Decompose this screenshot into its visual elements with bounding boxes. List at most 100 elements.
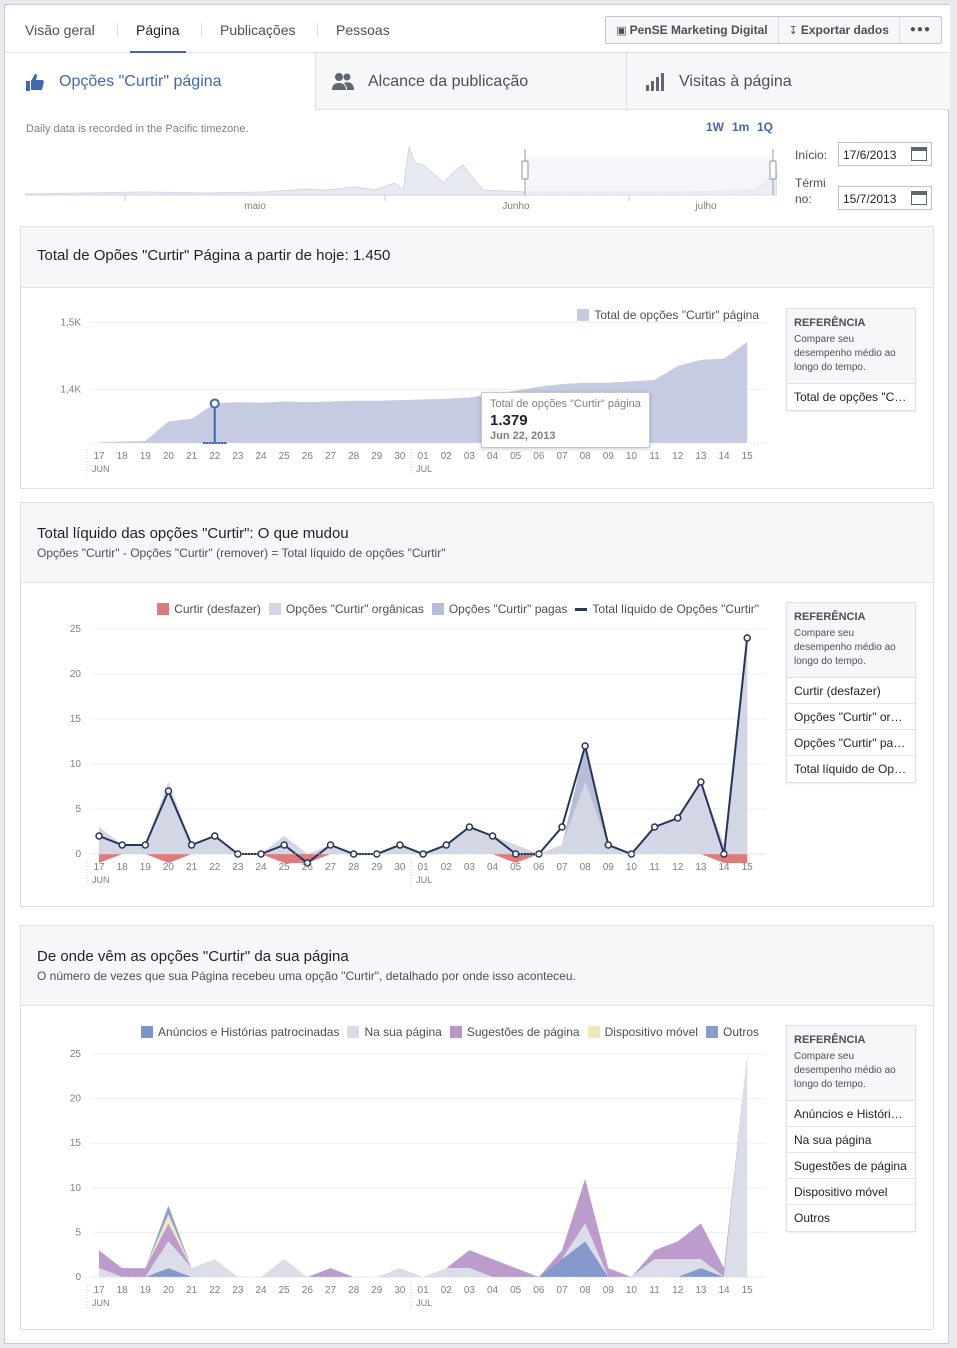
- reference-header: REFERÊNCIA Compare seu desempenho médio …: [787, 309, 915, 384]
- net-likes-point: [326, 841, 335, 849]
- x-tick-label: 26: [302, 451, 314, 462]
- legend-label: Anúncios e Histórias patrocinadas: [158, 1025, 340, 1039]
- x-tick-label: 11: [649, 1285, 660, 1296]
- legend-item[interactable]: Dispositivo móvel: [587, 1025, 698, 1039]
- download-icon: ↧: [788, 25, 798, 37]
- reference-description: Compare seu desempenho médio ao longo do…: [794, 628, 896, 667]
- reference-item[interactable]: Anúncios e Histórias patrocinadas: [787, 1101, 915, 1127]
- range-1w-button[interactable]: 1W: [706, 120, 724, 134]
- tab-overview[interactable]: Visão geral: [25, 22, 95, 38]
- timeline-overview-chart[interactable]: maio Junho julho: [25, 143, 777, 213]
- tab-posts[interactable]: Publicações: [220, 22, 296, 38]
- net-likes-point: [234, 850, 242, 858]
- export-data-button[interactable]: ↧ Exportar dados: [779, 17, 900, 43]
- chart-tooltip: Total de opções "Curtir" página 1.379 Ju…: [481, 392, 650, 448]
- timeline-left-handle[interactable]: [521, 160, 529, 180]
- net-likes-point: [674, 814, 682, 822]
- x-tick-label: 25: [279, 451, 291, 462]
- net-likes-point: [141, 841, 150, 849]
- x-month-label: JUL: [416, 464, 432, 474]
- reference-item[interactable]: Total de opções "Curtir" página: [794, 390, 915, 404]
- total-likes-chart[interactable]: 1,4K 1,5K 17 18 19 20 21 22 23 24 25 26 27 28 29 30 01 02…: [21, 289, 781, 489]
- y-tick-label: 0: [75, 849, 81, 860]
- calendar-icon[interactable]: [911, 191, 927, 205]
- metric-tab-likes[interactable]: Opções "Curtir" página: [5, 53, 315, 110]
- ads-likes-area: [99, 1241, 748, 1277]
- legend-item[interactable]: Curtir (desfazer): [157, 602, 261, 616]
- x-tick-label: 28: [348, 451, 360, 462]
- legend-swatch: [449, 1026, 462, 1038]
- x-tick-label: 30: [394, 451, 406, 462]
- y-tick-label: 25: [70, 1049, 82, 1060]
- legend-item[interactable]: Sugestões de página: [449, 1025, 580, 1039]
- x-tick-label: 20: [163, 451, 175, 462]
- reference-item[interactable]: Sugestões de página: [787, 1153, 915, 1179]
- unlikes-area: [99, 854, 748, 863]
- y-tick-label: 5: [75, 1227, 81, 1238]
- legend-item[interactable]: Opções "Curtir" orgânicas: [268, 602, 424, 616]
- x-tick-label: 15: [742, 1285, 754, 1296]
- x-tick-label: 03: [464, 451, 476, 462]
- end-date-input[interactable]: 15/7/2013: [838, 186, 932, 210]
- calendar-icon[interactable]: [911, 147, 927, 161]
- tab-people[interactable]: Pessoas: [336, 22, 390, 38]
- legend-item[interactable]: Na sua página: [347, 1025, 442, 1039]
- x-month-label: JUN: [92, 875, 110, 885]
- metric-tab-visits[interactable]: Visitas à página: [627, 53, 949, 110]
- legend-item[interactable]: Opções "Curtir" pagas: [431, 602, 567, 616]
- x-tick-label: 25: [279, 862, 291, 873]
- legend-item[interactable]: Anúncios e Histórias patrocinadas: [141, 1025, 339, 1039]
- page-selector-button[interactable]: ▣ PenSE Marketing Digital: [606, 17, 779, 43]
- page-icon: ▣: [616, 25, 627, 37]
- range-1q-button[interactable]: 1Q: [757, 120, 774, 134]
- x-tick-label: 04: [487, 862, 499, 873]
- more-options-button[interactable]: ●●●: [909, 24, 931, 35]
- x-tick-label: 30: [394, 1285, 406, 1296]
- timeline-right-handle[interactable]: [769, 160, 777, 180]
- start-date-input[interactable]: 17/6/2013: [838, 142, 932, 166]
- tab-page[interactable]: Página: [130, 22, 186, 53]
- legend-item[interactable]: Total de opções "Curtir" página: [577, 308, 759, 322]
- legend-item[interactable]: Total líquido de Opções "Curtir": [575, 602, 759, 616]
- timeline-selection[interactable]: [525, 157, 773, 195]
- reference-title: REFERÊNCIA: [794, 317, 866, 329]
- x-tick-label: 17: [93, 862, 105, 873]
- x-tick-label: 23: [232, 862, 244, 873]
- legend-label: Outros: [722, 1025, 759, 1039]
- x-tick-label: 12: [672, 862, 684, 873]
- x-tick-label: 20: [163, 1285, 175, 1296]
- x-month-label: JUN: [92, 464, 110, 474]
- toolbar-buttons: ▣ PenSE Marketing Digital ↧ Exportar dados…: [605, 16, 942, 44]
- thumbs-up-icon: [26, 73, 44, 91]
- card-title: De onde vêm as opções "Curtir" da sua pá…: [37, 948, 349, 965]
- reference-panel: REFERÊNCIA Compare seu desempenho médio …: [786, 1025, 916, 1232]
- reference-panel: REFERÊNCIA Compare seu desempenho médio …: [786, 602, 916, 783]
- legend-item[interactable]: Outros: [705, 1025, 759, 1039]
- net-likes-point: [303, 859, 312, 867]
- reference-item[interactable]: Na sua página: [787, 1127, 915, 1153]
- x-tick-label: 01: [418, 451, 430, 462]
- range-1m-button[interactable]: 1m: [732, 120, 750, 134]
- reference-item[interactable]: Outros: [794, 1211, 831, 1225]
- reference-item[interactable]: Opções "Curtir" pagas: [787, 730, 915, 756]
- reference-item[interactable]: Total líquido de Opções "Curtir": [794, 762, 915, 776]
- card-subtitle: Opções "Curtir" - Opções "Curtir" (remov…: [37, 546, 446, 560]
- metric-tab-reach[interactable]: Alcance da publicação: [316, 53, 626, 110]
- net-likes-point: [604, 841, 613, 849]
- start-date-label: Início:: [795, 148, 828, 162]
- total-likes-area: [99, 341, 748, 443]
- x-tick-label: 29: [371, 862, 383, 873]
- x-tick-label: 06: [533, 1285, 545, 1296]
- reference-item[interactable]: Dispositivo móvel: [787, 1179, 915, 1205]
- reference-description: Compare seu desempenho médio ao longo do…: [794, 334, 896, 373]
- reference-item[interactable]: Opções "Curtir" orgânicas: [787, 704, 915, 730]
- reference-item[interactable]: Curtir (desfazer): [787, 678, 915, 704]
- end-date-label-2: no:: [795, 192, 812, 206]
- tab-divider: [201, 23, 202, 37]
- x-tick-label: 23: [232, 451, 244, 462]
- page-selector-label: PenSE Marketing Digital: [629, 23, 768, 37]
- end-date-value: 15/7/2013: [843, 192, 897, 206]
- x-tick-label: 09: [603, 451, 615, 462]
